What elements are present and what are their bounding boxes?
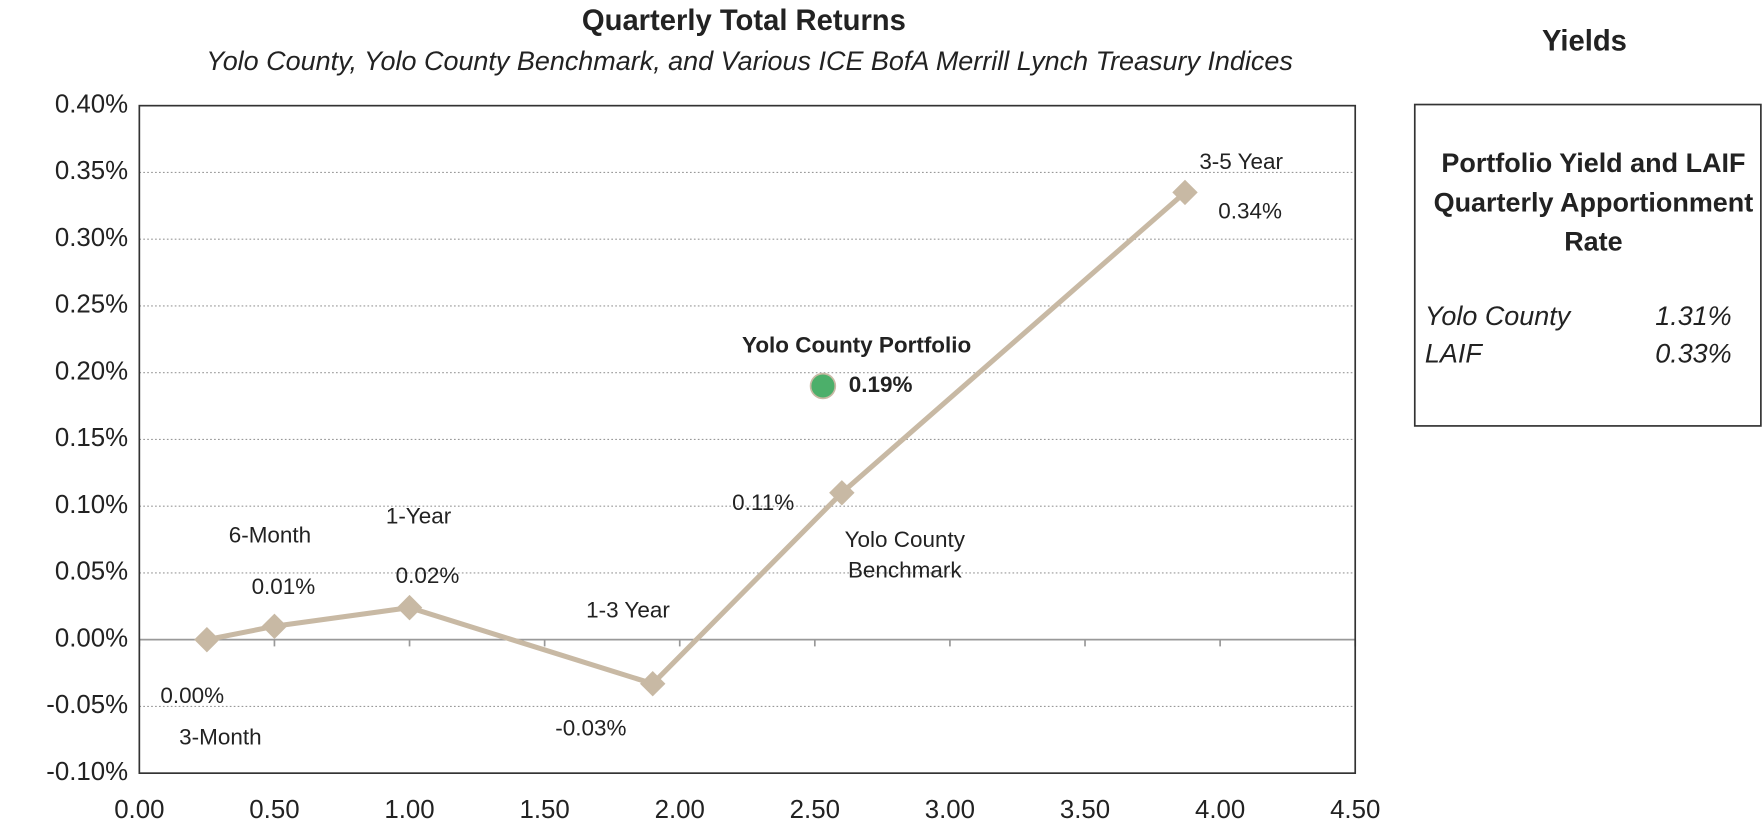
value-label: 0.19% [849,372,913,397]
value-label: 0.01% [252,574,316,599]
yields-heading-box: Portfolio Yield and LAIF Quarterly Appor… [1433,148,1754,258]
point-label: 1-3 Year [586,598,670,623]
value-label: 0.34% [1218,199,1282,224]
diamond-marker [829,480,855,506]
series-name: Yolo County Portfolio [742,333,971,358]
y-tick-label: 0.20% [55,357,128,385]
x-tick-label: 4.00 [1195,796,1245,824]
yields-row-label: LAIF [1425,338,1483,368]
x-tick-label: 1.50 [519,796,569,824]
x-tick-label: 1.00 [384,796,434,824]
x-tick-label: 0.00 [114,796,164,824]
x-tick-label: 3.00 [925,796,975,824]
value-label: 0.11% [732,490,794,515]
plot: -0.10% -0.05% 0.00% 0.05% 0.10% 0.15% 0.20% 0.2… [46,90,1380,824]
yields-row-value: 0.33% [1655,338,1731,368]
yields-row-value: 1.31% [1655,301,1731,331]
y-tick-label: 0.35% [55,157,128,185]
point-label: 1-Year [386,504,452,529]
x-tick-label: 0.50 [249,796,299,824]
y-tick-label: 0.10% [55,491,128,519]
y-tick-label: 0.40% [55,90,128,118]
point-label: Yolo County Benchmark [845,527,966,582]
diamond-marker [261,613,288,640]
yields-box [1413,103,1762,427]
scatter-point [809,372,837,400]
point-label: 6-Month [229,522,311,547]
value-label: 0.00% [160,683,224,708]
x-tick-label: 3.50 [1060,796,1110,824]
y-tick-label: -0.05% [46,691,128,719]
yields-row-label: Yolo County [1425,301,1572,331]
point-label: 3-5 Year [1199,149,1283,174]
point-label: 3-Month [179,724,261,749]
y-tick-label: 0.15% [55,424,128,452]
y-tick-label: 0.00% [55,624,128,652]
value-label: -0.03% [555,716,626,741]
series-line [206,190,1187,687]
y-tick-label: 0.05% [55,558,128,586]
yields-title: Yields [1542,25,1627,57]
x-tick-label: 4.50 [1330,796,1380,824]
y-tick-label: 0.25% [55,291,128,319]
chart-title: Quarterly Total Returns [582,5,906,37]
diamond-marker [639,670,666,697]
chart-subtitle: Yolo County, Yolo County Benchmark, and … [206,46,1293,76]
x-tick-label: 2.50 [790,796,840,824]
x-tick-label: 2.00 [655,796,705,824]
diamond-marker [194,626,220,653]
yields-heading: Portfolio Yield and LAIF Quarterly Appor… [1433,148,1754,258]
y-tick-label: 0.30% [55,224,128,252]
diamond-marker [396,594,423,621]
y-tick-label: -0.10% [46,758,128,786]
plot-border [138,104,1357,774]
value-label: 0.02% [396,563,460,588]
